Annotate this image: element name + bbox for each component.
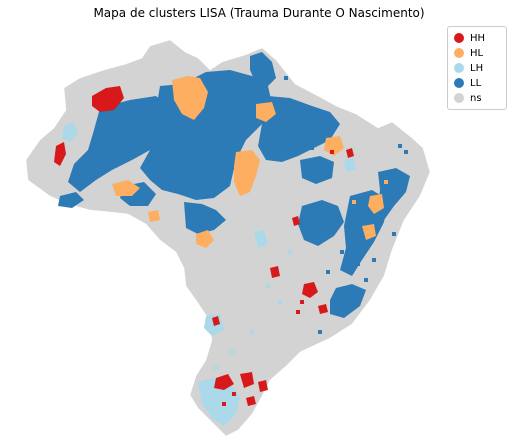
hh-cluster-sc (246, 396, 256, 406)
legend: HH HL LH LL ns (447, 26, 507, 110)
municipality-speck (310, 146, 314, 150)
municipality-speck (288, 250, 292, 254)
municipality-speck (398, 144, 402, 148)
legend-label-ll: LL (470, 77, 482, 89)
legend-item-ns: ns (454, 91, 482, 105)
municipality-speck (246, 110, 250, 114)
hl-cluster-bahia-coast (368, 194, 384, 214)
hh-cluster-ne (346, 148, 354, 158)
municipality-speck (372, 258, 376, 262)
municipality-speck (312, 178, 316, 182)
municipality-speck (214, 366, 218, 370)
legend-item-hl: HL (454, 46, 483, 60)
legend-item-hh: HH (454, 31, 485, 45)
municipality-speck (352, 200, 356, 204)
ll-cluster-para-east (258, 96, 340, 162)
hh-cluster-rs-3 (258, 380, 268, 392)
hh-cluster-center (292, 216, 300, 226)
ll-cluster-amapa (250, 52, 276, 88)
hh-cluster-rs-1 (214, 374, 234, 390)
lh-cluster-ne (344, 158, 356, 172)
hh-cluster-mg-1 (302, 282, 318, 298)
hl-cluster-para-north (256, 102, 276, 122)
municipality-speck (250, 330, 254, 334)
municipality-speck (330, 150, 334, 154)
legend-label-hl: HL (470, 47, 484, 59)
municipality-speck (356, 262, 360, 266)
hl-cluster-ne (324, 136, 344, 156)
municipality-speck (320, 126, 324, 130)
ll-cluster-amazon-central (140, 70, 272, 200)
municipality-speck (340, 250, 344, 254)
legend-label-lh: LH (470, 62, 484, 74)
scattered-municipality-markers (214, 76, 408, 406)
ll-cluster-tocantins (298, 200, 344, 246)
municipality-speck (266, 284, 270, 288)
legend-item-ll: LL (454, 76, 481, 90)
ll-cluster-amazon-west (68, 96, 170, 192)
hh-cluster-go (270, 266, 280, 278)
municipality-speck (392, 232, 396, 236)
legend-swatch-hl (454, 48, 464, 58)
legend-swatch-ns (454, 93, 464, 103)
municipality-speck (232, 392, 236, 396)
ll-cluster-west-strip (58, 192, 84, 208)
hh-cluster-north (92, 86, 124, 112)
municipality-speck (222, 402, 226, 406)
municipality-speck (404, 150, 408, 154)
legend-label-hh: HH (470, 32, 486, 44)
municipality-speck (364, 278, 368, 282)
hl-cluster-north-small (148, 210, 160, 222)
legend-label-ns: ns (470, 92, 482, 104)
municipality-speck (326, 270, 330, 274)
lh-cluster-south (198, 378, 240, 426)
hh-cluster-ms (212, 316, 220, 326)
hl-cluster-roraima (172, 76, 208, 120)
ll-cluster-southeast (330, 284, 366, 318)
hl-cluster-west (112, 180, 140, 196)
hh-cluster-rs-2 (240, 372, 254, 388)
municipality-speck (300, 300, 304, 304)
municipality-speck (284, 76, 288, 80)
lh-cluster-center (254, 230, 268, 248)
ll-cluster-mato-grosso (184, 202, 226, 234)
municipality-speck (348, 296, 352, 300)
legend-swatch-ll (454, 78, 464, 88)
municipality-speck (296, 310, 300, 314)
hl-cluster-mg (362, 224, 376, 240)
legend-swatch-lh (454, 63, 464, 73)
municipality-speck (384, 180, 388, 184)
municipality-speck (318, 330, 322, 334)
legend-item-lh: LH (454, 61, 483, 75)
lh-cluster-west (62, 122, 78, 142)
hl-cluster-goias (196, 230, 214, 248)
ll-cluster-piaui (300, 156, 334, 184)
hl-cluster-para-center (234, 150, 260, 196)
hh-cluster-rj (318, 304, 328, 314)
map-title: Mapa de clusters LISA (Trauma Durante O … (93, 6, 425, 20)
hh-cluster-acre (54, 142, 66, 166)
municipality-speck (230, 350, 234, 354)
municipality-speck (278, 300, 282, 304)
legend-swatch-hh (454, 33, 464, 43)
